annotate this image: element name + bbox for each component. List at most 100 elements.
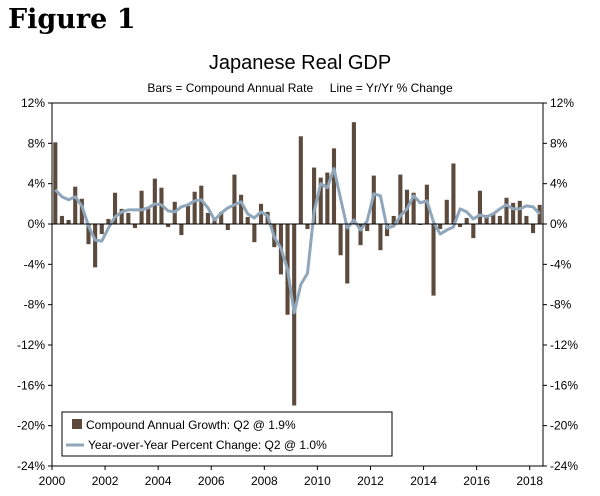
y-tick-label-right: 0% [550, 217, 568, 231]
bar [86, 224, 91, 245]
bar [232, 174, 237, 224]
bar [205, 212, 210, 224]
y-tick-label-left: 4% [28, 177, 46, 191]
y-tick-label-left: -12% [17, 338, 45, 352]
bar [146, 207, 151, 224]
axes-layer: 12% 12% 8% 8% 4% 4% 0% 0% -4% -4% -8% -8% -12% -12% -1… [17, 96, 578, 488]
bar [491, 213, 496, 224]
legend-bar-label: Compound Annual Growth: Q2 @ 1.9% [86, 418, 296, 432]
x-tick-label: 2004 [145, 474, 172, 488]
y-tick-label-left: -24% [17, 459, 45, 473]
legend-line-label: Year-over-Year Percent Change: Q2 @ 1.0% [88, 438, 327, 452]
bar [385, 224, 390, 237]
y-tick-label-left: -8% [24, 298, 46, 312]
x-tick-label: 2002 [92, 474, 119, 488]
x-tick-label: 2018 [516, 474, 543, 488]
chart-subtitle: Bars = Compound Annual Rate Line = Yr/Yr… [147, 81, 453, 95]
x-tick-label: 2008 [251, 474, 278, 488]
bar [99, 224, 104, 235]
bars-layer [53, 122, 542, 406]
bar [524, 215, 529, 224]
bar [192, 191, 197, 224]
yoy-line [54, 167, 541, 315]
y-tick-label-right: 8% [550, 136, 568, 150]
bar [331, 148, 337, 225]
bar [305, 224, 310, 230]
legend: Compound Annual Growth: Q2 @ 1.9% Year-o… [61, 411, 393, 457]
bar [537, 204, 542, 224]
figure-label: Figure 1 [8, 4, 136, 35]
y-tick-label-right: -4% [550, 257, 572, 271]
plot-frame [51, 102, 544, 467]
bar [398, 174, 403, 224]
bar [530, 224, 536, 234]
bar [325, 172, 330, 224]
bar [93, 224, 98, 268]
bar [484, 214, 489, 224]
x-tick-label: 2012 [357, 474, 384, 488]
y-tick-label-right: -8% [550, 298, 572, 312]
y-tick-label-right: -24% [550, 459, 578, 473]
bar [112, 192, 118, 224]
bar [312, 167, 317, 224]
y-tick-label-right: -12% [550, 338, 578, 352]
y-tick-label-left: 8% [28, 136, 46, 150]
y-tick-label-right: 12% [550, 96, 574, 110]
y-tick-label-left: -4% [24, 257, 46, 271]
bar [431, 224, 436, 296]
bar [391, 215, 396, 224]
bar [66, 219, 71, 224]
bar [245, 216, 250, 224]
y-tick-label-right: 4% [550, 177, 568, 191]
bar [239, 194, 244, 224]
bar [351, 122, 356, 224]
bar [444, 199, 449, 224]
bar [411, 192, 416, 224]
line-layer [54, 167, 541, 315]
bar [318, 177, 323, 224]
bar [418, 224, 423, 226]
legend-bar-swatch [72, 419, 82, 429]
chart-title: Japanese Real GDP [208, 52, 392, 74]
y-tick-label-left: 12% [21, 96, 45, 110]
bar [451, 163, 456, 224]
bar [225, 224, 230, 231]
bar [504, 197, 509, 224]
bar [252, 224, 257, 243]
bar [497, 215, 502, 224]
bar [132, 224, 137, 229]
x-tick-label: 2000 [39, 474, 66, 488]
bar [53, 142, 58, 224]
bar [106, 218, 111, 224]
bar [185, 205, 191, 224]
bar [458, 224, 463, 228]
bar [292, 224, 297, 406]
bar [378, 224, 383, 251]
bar [358, 224, 363, 246]
bar [345, 224, 350, 284]
y-tick-label-right: -20% [550, 419, 578, 433]
bar [199, 185, 204, 224]
bar [219, 211, 224, 224]
y-tick-label-left: -16% [17, 378, 45, 392]
y-tick-label-left: 0% [28, 217, 46, 231]
bar [79, 198, 84, 224]
bar [511, 202, 516, 224]
bar [179, 224, 184, 236]
bar [119, 208, 124, 225]
x-tick-label: 2014 [410, 474, 437, 488]
bar [59, 215, 65, 224]
bar [152, 178, 157, 225]
y-tick-label-right: -16% [550, 378, 578, 392]
bar [126, 212, 131, 224]
bar [73, 186, 78, 224]
bar [438, 224, 443, 230]
y-tick-label-left: -20% [17, 419, 45, 433]
x-tick-label: 2016 [463, 474, 490, 488]
bar [166, 224, 171, 228]
bar [477, 190, 483, 224]
bar [471, 224, 476, 239]
bar [298, 136, 303, 224]
bar [365, 224, 370, 232]
